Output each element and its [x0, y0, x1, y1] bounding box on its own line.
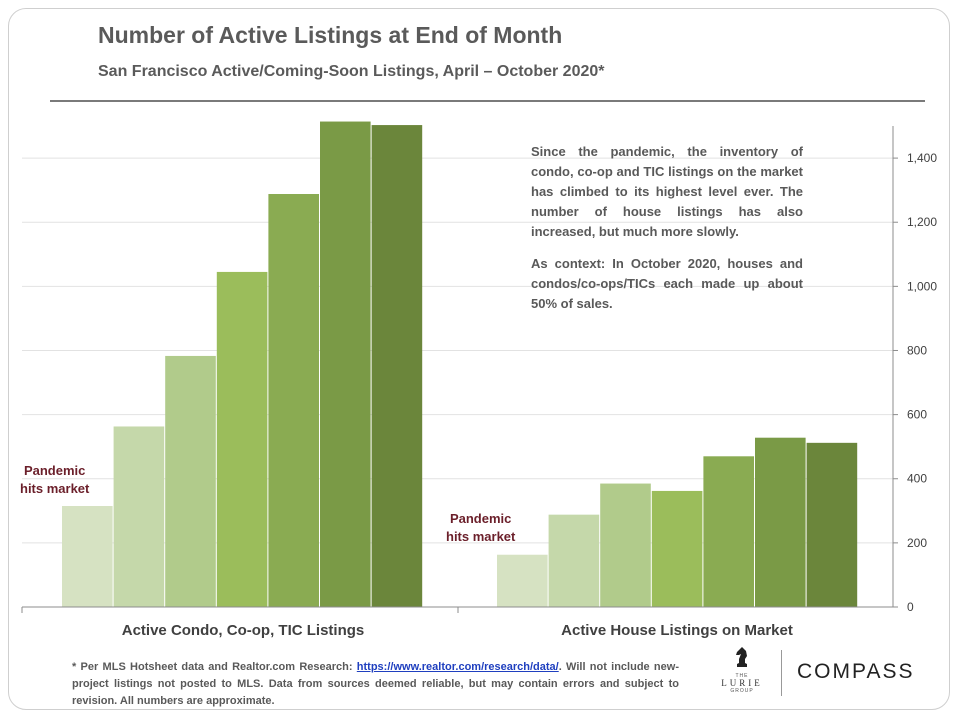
pandemic-note-condo: Pandemic hits market — [20, 462, 89, 498]
bar — [113, 426, 165, 607]
logo-divider — [781, 650, 782, 696]
y-tick-label: 1,200 — [907, 215, 937, 229]
chess-knight-icon — [736, 647, 747, 667]
bar — [600, 483, 651, 607]
annotation-paragraph-1: Since the pandemic, the inventory of con… — [531, 144, 803, 239]
bar — [371, 125, 423, 608]
pandemic-note-house: Pandemic hits market — [446, 510, 515, 546]
bar — [216, 271, 268, 607]
title-rule — [50, 100, 925, 102]
bar — [320, 121, 371, 608]
bar — [165, 355, 216, 607]
bar — [548, 514, 600, 607]
pandemic-note-condo-line2: hits market — [20, 481, 90, 496]
bar — [755, 437, 806, 607]
y-tick-label: 800 — [907, 343, 927, 357]
chart-annotation: Since the pandemic, the inventory of con… — [531, 142, 803, 326]
y-tick-label: 0 — [907, 600, 914, 614]
lurie-logo-group: GROUP — [730, 688, 754, 694]
footnote: * Per MLS Hotsheet data and Realtor.com … — [72, 659, 679, 710]
bar — [268, 194, 319, 607]
lurie-logo-the: THE — [735, 673, 749, 679]
footnote-after: . Will not include new-project listings … — [72, 661, 679, 707]
bar — [651, 490, 703, 607]
bars — [62, 121, 858, 608]
chart-subtitle: San Francisco Active/Coming-Soon Listing… — [98, 63, 605, 80]
y-tick-labels: 0 200 400 600 800 1,000 1,200 1,400 — [907, 151, 937, 614]
footnote-before: * Per MLS Hotsheet data and Realtor.com … — [72, 661, 357, 673]
y-tick-label: 200 — [907, 536, 927, 550]
slide-frame — [8, 8, 950, 710]
y-tick-label: 1,000 — [907, 279, 937, 293]
pandemic-note-condo-line1: Pandemic — [23, 463, 86, 478]
y-tick-label: 1,400 — [907, 151, 937, 165]
bar — [62, 505, 113, 607]
chart-title: Number of Active Listings at End of Mont… — [98, 22, 563, 48]
bar — [497, 554, 548, 607]
pandemic-note-house-line2: hits market — [446, 529, 516, 544]
annotation-paragraph-2: As context: In October 2020, houses and … — [531, 256, 803, 311]
bar — [806, 442, 858, 607]
axes — [21, 126, 898, 613]
y-tick-label: 400 — [907, 472, 927, 486]
lurie-group-logo: THE LURIE GROUP — [714, 646, 770, 698]
lurie-logo-name: LURIE — [721, 678, 763, 688]
category-label-house: Active House Listings on Market — [561, 622, 793, 639]
footnote-link[interactable]: https://www.realtor.com/research/data/ — [356, 661, 559, 673]
bar — [703, 456, 754, 607]
category-label-condo: Active Condo, Co-op, TIC Listings — [121, 622, 365, 639]
pandemic-note-house-line1: Pandemic — [449, 511, 512, 526]
compass-logo: COMPASS — [797, 660, 915, 683]
y-tick-label: 600 — [907, 408, 927, 422]
